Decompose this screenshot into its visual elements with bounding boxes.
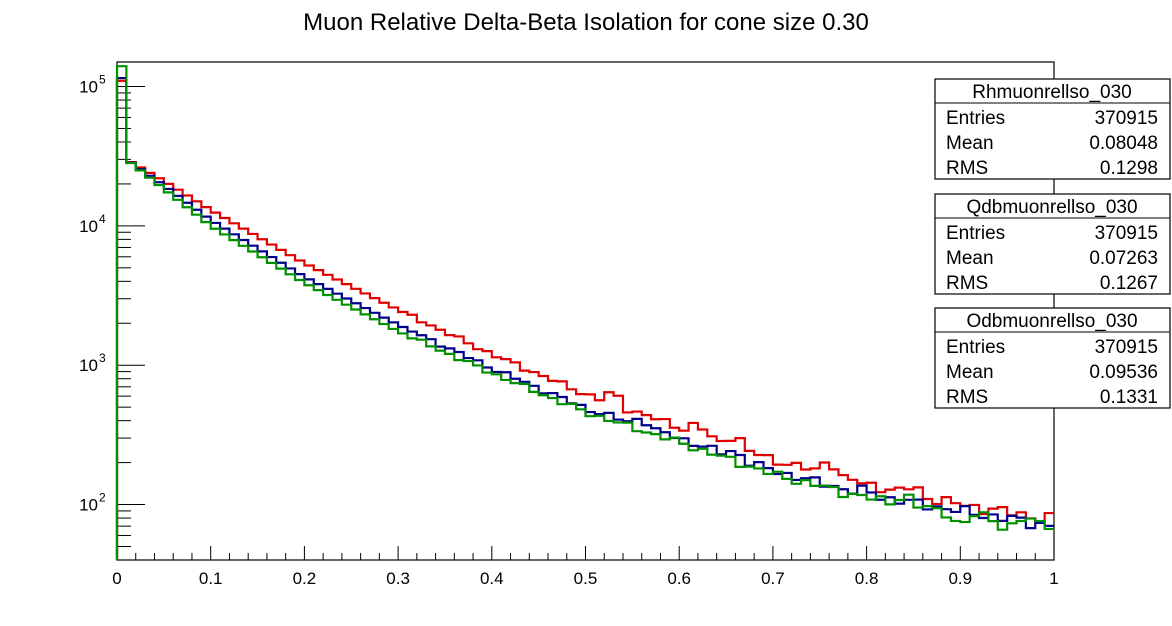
stats-rms-value: 0.1298 <box>1100 158 1158 179</box>
series-layer <box>115 65 1054 560</box>
x-tick-label: 0.7 <box>761 569 785 588</box>
stats-box: Rhmuonrellso_030 Entries 370915 Mean 0.0… <box>934 78 1171 180</box>
x-tick-label: 0.9 <box>948 569 972 588</box>
chart-title: Muon Relative Delta-Beta Isolation for c… <box>303 9 869 36</box>
stats-rms-value: 0.1331 <box>1100 387 1158 408</box>
stats-entries-value: 370915 <box>1095 108 1158 129</box>
stats-box-title: Rhmuonrellso_030 <box>972 82 1132 103</box>
stats-entries-value: 370915 <box>1095 223 1158 244</box>
stats-entries-label: Entries <box>946 337 1005 358</box>
x-tick-label: 1 <box>1049 569 1058 588</box>
y-tick-label: 10 <box>79 356 98 375</box>
stats-entries-label: Entries <box>946 223 1005 244</box>
y-tick-exponent: 4 <box>99 212 106 226</box>
stats-rms-label: RMS <box>946 273 988 294</box>
stats-rms-label: RMS <box>946 158 988 179</box>
stats-rms-label: RMS <box>946 387 988 408</box>
stats-box-title: Qdbmuonrellso_030 <box>966 197 1137 218</box>
stats-rms-value: 0.1267 <box>1100 273 1158 294</box>
x-tick-label: 0.5 <box>574 569 598 588</box>
stats-entries-value: 370915 <box>1095 337 1158 358</box>
stats-mean-value: 0.07263 <box>1089 248 1158 269</box>
x-tick-label: 0 <box>112 569 121 588</box>
stats-entries-label: Entries <box>946 108 1005 129</box>
y-tick-label: 10 <box>79 496 98 515</box>
x-tick-label: 0.8 <box>855 569 879 588</box>
x-tick-label: 0.3 <box>386 569 410 588</box>
stats-mean-value: 0.08048 <box>1089 133 1158 154</box>
stats-box-title: Odbmuonrellso_030 <box>966 311 1137 332</box>
x-tick-label: 0.4 <box>480 569 504 588</box>
histogram-series-line <box>115 79 1054 560</box>
stats-boxes: Rhmuonrellso_030 Entries 370915 Mean 0.0… <box>934 78 1171 409</box>
y-tick-exponent: 3 <box>99 351 106 365</box>
stats-box: Qdbmuonrellso_030 Entries 370915 Mean 0.… <box>934 193 1171 295</box>
x-tick-label: 0.6 <box>667 569 691 588</box>
stats-mean-label: Mean <box>946 248 994 269</box>
x-tick-label: 0.1 <box>199 569 223 588</box>
y-tick-label: 10 <box>79 217 98 236</box>
y-tick-exponent: 2 <box>99 491 106 505</box>
y-tick-label: 10 <box>79 78 98 97</box>
stats-box: Odbmuonrellso_030 Entries 370915 Mean 0.… <box>934 307 1171 409</box>
stats-mean-label: Mean <box>946 362 994 383</box>
stats-mean-value: 0.09536 <box>1089 362 1158 383</box>
histogram-series-line <box>115 65 1054 560</box>
stats-mean-label: Mean <box>946 133 994 154</box>
y-tick-exponent: 5 <box>99 73 106 87</box>
x-tick-label: 0.2 <box>293 569 317 588</box>
plot-frame <box>116 61 1055 561</box>
